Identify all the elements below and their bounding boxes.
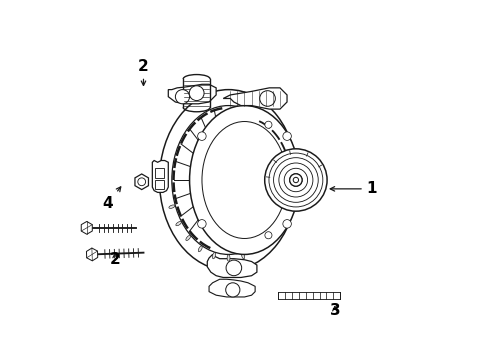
Ellipse shape [171, 105, 285, 255]
Circle shape [264, 121, 271, 128]
Circle shape [282, 132, 291, 140]
Circle shape [225, 260, 241, 276]
Polygon shape [86, 248, 98, 261]
Ellipse shape [264, 149, 326, 211]
Circle shape [197, 220, 206, 228]
Text: 1: 1 [329, 181, 377, 196]
Text: 2: 2 [138, 59, 148, 85]
Circle shape [264, 232, 271, 239]
Circle shape [225, 283, 240, 297]
FancyBboxPatch shape [155, 180, 163, 189]
Circle shape [282, 220, 291, 228]
Polygon shape [223, 88, 286, 109]
Polygon shape [152, 161, 168, 192]
Ellipse shape [226, 255, 229, 261]
Ellipse shape [176, 221, 181, 226]
Ellipse shape [293, 177, 298, 183]
Ellipse shape [168, 205, 175, 208]
Ellipse shape [198, 246, 202, 252]
Polygon shape [209, 279, 255, 297]
Ellipse shape [241, 253, 244, 259]
Ellipse shape [212, 253, 215, 259]
Ellipse shape [254, 246, 258, 252]
Polygon shape [168, 84, 216, 104]
Polygon shape [135, 174, 148, 190]
Polygon shape [207, 255, 256, 278]
Text: 3: 3 [329, 303, 340, 318]
Polygon shape [81, 221, 92, 234]
Ellipse shape [185, 235, 190, 240]
Circle shape [138, 178, 145, 186]
Ellipse shape [189, 105, 299, 255]
Ellipse shape [159, 90, 297, 270]
Circle shape [189, 86, 203, 100]
Text: 2: 2 [109, 252, 120, 267]
Ellipse shape [202, 122, 286, 238]
Ellipse shape [289, 174, 302, 186]
Text: 4: 4 [102, 187, 121, 211]
Circle shape [197, 132, 206, 140]
Circle shape [259, 91, 275, 106]
FancyBboxPatch shape [155, 168, 163, 178]
Circle shape [175, 90, 189, 104]
